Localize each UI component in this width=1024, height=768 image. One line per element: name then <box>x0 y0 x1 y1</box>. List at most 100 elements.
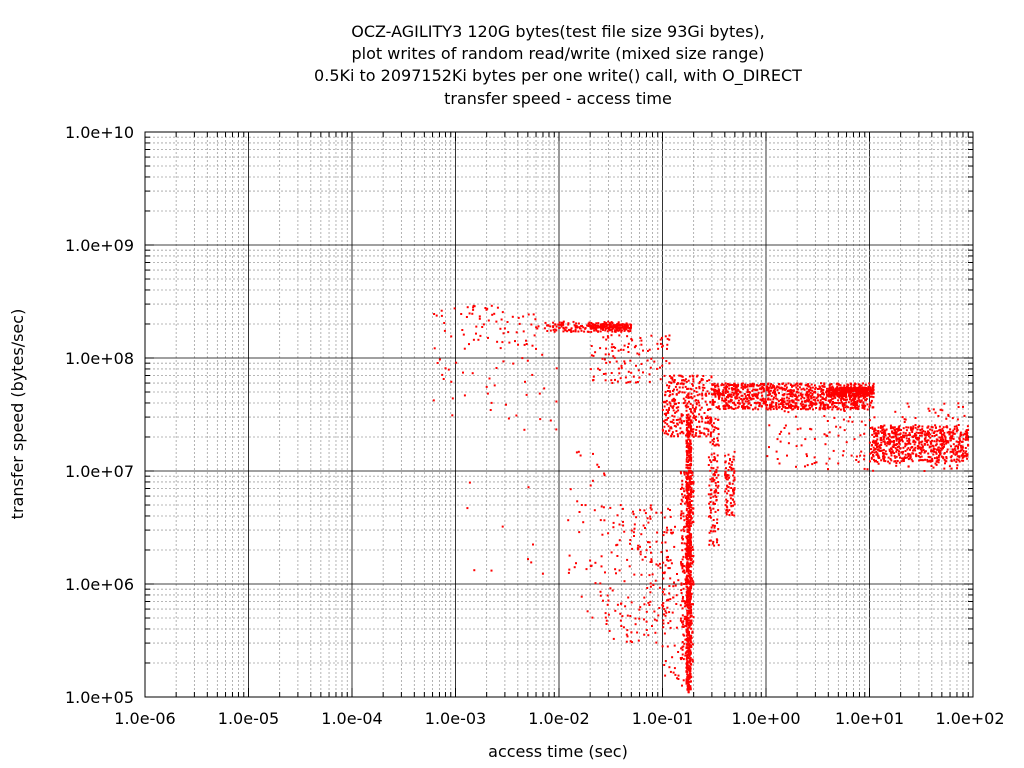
scatter-point <box>966 454 969 457</box>
scatter-point <box>685 553 688 556</box>
scatter-point <box>870 399 873 402</box>
scatter-point <box>568 329 571 332</box>
scatter-point <box>683 502 686 505</box>
scatter-point <box>964 454 967 457</box>
scatter-point <box>872 449 875 452</box>
scatter-point <box>664 419 667 422</box>
scatter-point <box>742 407 745 410</box>
scatter-point <box>882 448 885 451</box>
scatter-point <box>948 433 951 436</box>
scatter-point <box>728 514 731 516</box>
scatter-point <box>831 397 834 400</box>
scatter-point <box>877 430 880 433</box>
scatter-point <box>689 687 692 690</box>
scatter-point <box>959 450 962 453</box>
scatter-point <box>725 404 728 407</box>
scatter-point <box>736 394 739 397</box>
scatter-point <box>602 323 605 325</box>
scatter-point <box>674 673 677 676</box>
scatter-point <box>746 394 749 396</box>
scatter-point <box>933 448 936 450</box>
scatter-point <box>685 585 688 588</box>
scatter-point <box>692 435 695 438</box>
scatter-point <box>554 328 557 331</box>
scatter-point <box>602 599 604 602</box>
scatter-point <box>712 440 715 443</box>
scatter-point <box>661 408 664 411</box>
scatter-point <box>855 389 857 392</box>
scatter-point <box>820 390 823 393</box>
scatter-point <box>687 649 690 652</box>
scatter-point <box>896 428 899 430</box>
scatter-point <box>689 462 692 465</box>
scatter-point <box>690 430 693 433</box>
scatter-point <box>880 441 883 444</box>
scatter-point <box>929 460 932 463</box>
scatter-point <box>954 445 957 448</box>
scatter-point <box>737 405 740 408</box>
scatter-point <box>958 460 961 463</box>
scatter-point <box>546 324 549 327</box>
scatter-point <box>755 402 758 405</box>
scatter-point <box>669 598 672 601</box>
scatter-point <box>746 388 749 391</box>
scatter-point <box>515 414 518 417</box>
scatter-point <box>683 642 686 645</box>
scatter-point <box>707 420 710 423</box>
scatter-point <box>523 428 526 431</box>
scatter-point <box>685 646 688 649</box>
scatter-point <box>779 440 782 443</box>
scatter-point <box>686 639 689 642</box>
scatter-point <box>499 327 502 330</box>
scatter-point <box>512 362 515 365</box>
scatter-point <box>681 597 684 600</box>
scatter-point <box>722 392 725 395</box>
scatter-point <box>692 491 694 493</box>
scatter-point <box>669 577 672 580</box>
scatter-point <box>690 587 693 589</box>
scatter-point <box>775 405 778 408</box>
scatter-point <box>843 409 846 412</box>
scatter-point <box>659 378 662 381</box>
scatter-point <box>690 472 693 474</box>
scatter-point <box>879 438 882 441</box>
scatter-point <box>726 506 729 509</box>
scatter-point <box>852 397 855 400</box>
scatter-point <box>907 405 910 408</box>
scatter-point <box>680 583 683 586</box>
scatter-point <box>788 406 790 409</box>
scatter-point <box>864 396 867 399</box>
scatter-point <box>682 379 685 381</box>
scatter-point <box>690 500 693 502</box>
scatter-point <box>665 360 668 362</box>
scatter-point <box>688 470 691 473</box>
scatter-point <box>829 406 832 409</box>
scatter-point <box>928 459 931 462</box>
scatter-point <box>794 383 797 386</box>
scatter-point <box>677 579 680 582</box>
scatter-point <box>686 555 689 557</box>
scatter-point <box>839 384 842 387</box>
scatter-point <box>440 309 443 312</box>
scatter-point <box>604 325 607 328</box>
scatter-point <box>789 395 792 397</box>
scatter-point <box>818 387 821 390</box>
scatter-point <box>619 612 622 615</box>
scatter-point <box>716 486 719 489</box>
scatter-point <box>687 413 690 416</box>
scatter-point <box>712 519 715 521</box>
scatter-point <box>690 641 693 644</box>
scatter-point <box>639 553 642 556</box>
scatter-point <box>685 576 688 579</box>
scatter-point <box>861 389 864 391</box>
scatter-point <box>950 445 952 448</box>
scatter-point <box>681 379 683 382</box>
scatter-point <box>710 466 713 469</box>
scatter-point <box>685 549 688 552</box>
scatter-point <box>664 541 667 544</box>
scatter-point <box>602 336 605 339</box>
scatter-point <box>629 359 632 362</box>
scatter-point <box>889 442 892 445</box>
scatter-point <box>677 674 680 677</box>
scatter-point <box>658 586 661 589</box>
